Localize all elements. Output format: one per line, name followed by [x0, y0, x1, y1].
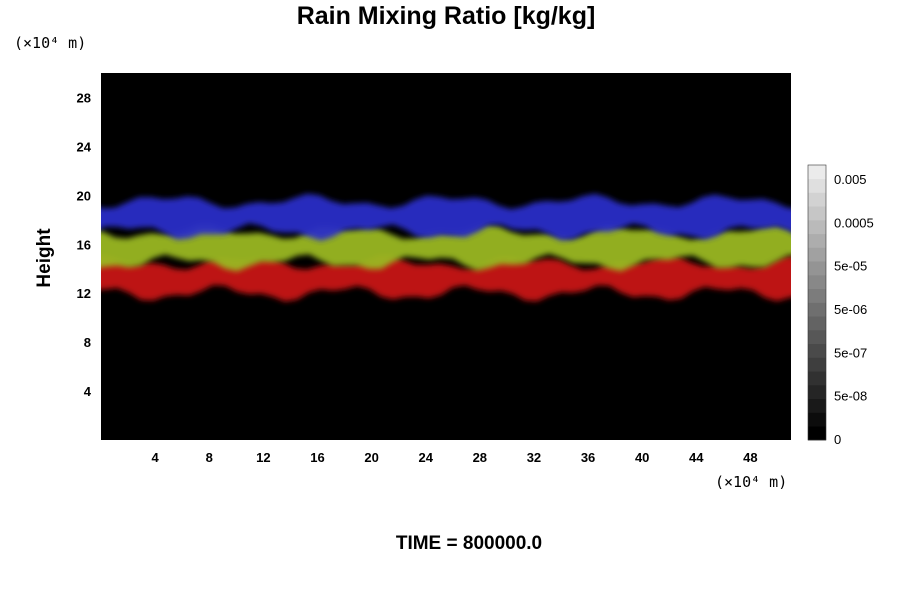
x-tick-label: 28	[473, 450, 487, 465]
rain-band-2	[101, 193, 791, 241]
colorbar-tick-label: 0	[834, 432, 841, 447]
colorbar-tick-label: 0.005	[834, 172, 867, 187]
x-tick-label: 36	[581, 450, 595, 465]
colorbar	[807, 164, 827, 441]
x-tick-label: 40	[635, 450, 649, 465]
colorbar-level	[808, 371, 826, 386]
y-tick-label: 24	[77, 139, 92, 154]
y-tick-label: 4	[84, 384, 92, 399]
x-tick-label: 24	[418, 450, 433, 465]
colorbar-level	[808, 357, 826, 372]
colorbar-level	[808, 412, 826, 427]
colorbar-level	[808, 220, 826, 235]
colorbar-level	[808, 426, 826, 441]
colorbar-level	[808, 398, 826, 413]
chart-title: Rain Mixing Ratio [kg/kg]	[297, 2, 596, 30]
colorbar-level	[808, 192, 826, 207]
y-axis-label: Height	[34, 228, 55, 288]
colorbar-level	[808, 316, 826, 331]
x-tick-label: 12	[256, 450, 270, 465]
colorbar-level	[808, 261, 826, 276]
colorbar-level	[808, 275, 826, 290]
y-tick-label: 12	[77, 286, 91, 301]
x-tick-label: 32	[527, 450, 541, 465]
y-tick-label: 28	[77, 90, 91, 105]
colorbar-tick-label: 5e-06	[834, 302, 867, 317]
colorbar-tick-label: 5e-07	[834, 345, 867, 360]
x-axis-unit: (×10⁴ m)	[715, 473, 787, 491]
x-axis-ticks: 4 8 12 16 20 24 28 32 36 40 44 48	[152, 450, 758, 465]
colorbar-level	[808, 233, 826, 248]
colorbar-ticks: 0.005 0.0005 5e-05 5e-06 5e-07 5e-08 0	[834, 172, 874, 447]
y-tick-label: 20	[77, 188, 91, 203]
x-tick-label: 4	[152, 450, 160, 465]
x-tick-label: 20	[364, 450, 378, 465]
colorbar-frame	[807, 164, 827, 441]
colorbar-level	[808, 302, 826, 317]
x-tick-label: 16	[310, 450, 324, 465]
colorbar-level	[808, 165, 826, 180]
colorbar-tick-label: 5e-05	[834, 259, 867, 274]
x-tick-label: 44	[689, 450, 704, 465]
colorbar-level	[808, 206, 826, 221]
colorbar-level	[808, 385, 826, 400]
y-axis-unit: (×10⁴ m)	[14, 34, 86, 52]
x-tick-label: 8	[206, 450, 213, 465]
y-tick-label: 8	[84, 335, 91, 350]
time-label: TIME = 800000.0	[396, 533, 542, 554]
colorbar-level	[808, 343, 826, 358]
colorbar-tick-label: 0.0005	[834, 215, 874, 230]
colorbar-level	[808, 247, 826, 262]
y-tick-label: 16	[77, 237, 91, 252]
rain-field	[101, 193, 791, 302]
x-tick-label: 48	[743, 450, 757, 465]
y-axis-ticks: 4 8 12 16 20 24 28	[77, 90, 92, 399]
colorbar-level	[808, 330, 826, 345]
rain-band-1	[101, 224, 791, 272]
colorbar-tick-label: 5e-08	[834, 389, 867, 404]
colorbar-level	[808, 288, 826, 303]
colorbar-level	[808, 178, 826, 193]
